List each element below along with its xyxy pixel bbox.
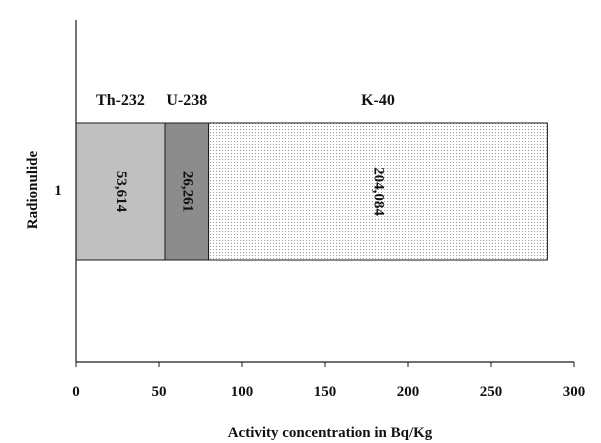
bar-segment-k-40	[208, 122, 548, 261]
x-tick-label-0: 0	[72, 384, 80, 400]
bar-segment-th-232	[75, 122, 166, 261]
y-axis-title: Radionulide	[25, 150, 41, 229]
x-axis-title: Activity concentration in Bq/Kg	[228, 425, 433, 441]
x-tick-label-300: 300	[563, 384, 586, 400]
x-tick-label-200: 200	[397, 384, 420, 400]
x-tick-label-250: 250	[480, 384, 503, 400]
y-tick-label-1: 1	[54, 183, 62, 199]
series-name-k-40: K-40	[361, 92, 395, 109]
plot-area: 53,614 Th-232 26,261 U-238 204,084 K-40 0 50 100…	[54, 20, 585, 400]
data-label-th-232: 53,614	[113, 171, 129, 213]
x-tick-label-100: 100	[231, 384, 254, 400]
series-name-th-232: Th-232	[96, 92, 145, 109]
x-tick-label-150: 150	[314, 384, 337, 400]
series-name-u-238: U-238	[166, 92, 207, 109]
bar-segment-u-238	[164, 122, 210, 261]
data-label-k-40: 204,084	[371, 167, 387, 216]
x-tick-label-50: 50	[152, 384, 167, 400]
data-label-u-238: 26,261	[179, 171, 195, 212]
